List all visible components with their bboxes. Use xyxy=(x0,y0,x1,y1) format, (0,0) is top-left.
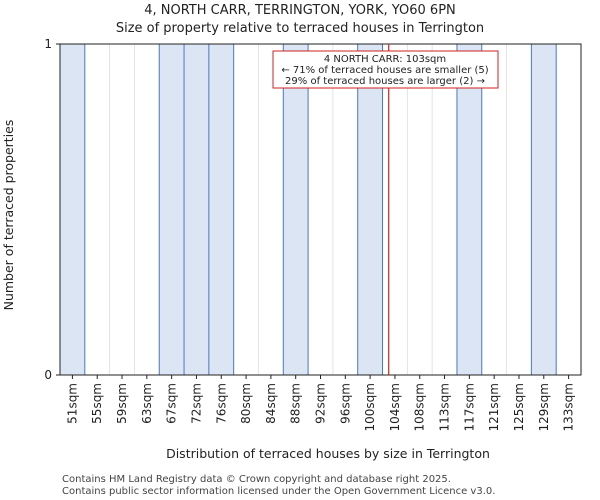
x-tick-label: 51sqm xyxy=(65,383,79,424)
x-tick-label: 55sqm xyxy=(90,383,104,424)
x-tick-label: 72sqm xyxy=(189,383,203,424)
x-tick-label: 129sqm xyxy=(537,383,551,431)
bar-76sqm xyxy=(208,44,234,375)
x-tick-label: 59sqm xyxy=(115,383,129,424)
y-tick-label: 1 xyxy=(44,37,52,51)
bar-51sqm xyxy=(60,44,85,375)
chart-subtitle: Size of property relative to terraced ho… xyxy=(116,21,484,36)
footer-line-1: Contains HM Land Registry data © Crown c… xyxy=(62,474,451,485)
x-tick-label: 80sqm xyxy=(239,383,253,424)
x-ticks: 51sqm 55sqm 59sqm 63sqm 67sqm 72sqm 76sqm 80sqm… xyxy=(65,375,576,431)
bar-100sqm xyxy=(357,44,383,375)
x-tick-label: 125sqm xyxy=(512,383,526,431)
bar-129sqm xyxy=(531,44,557,375)
x-tick-label: 96sqm xyxy=(338,383,352,424)
x-tick-label: 67sqm xyxy=(165,383,179,424)
x-tick-label: 121sqm xyxy=(487,383,501,431)
annotation-line-1: 4 NORTH CARR: 103sqm xyxy=(324,54,446,65)
x-tick-label: 63sqm xyxy=(140,383,154,424)
bar-72sqm xyxy=(184,44,209,375)
x-tick-label: 92sqm xyxy=(314,383,328,424)
annotation-line-3: 29% of terraced houses are larger (2) → xyxy=(285,76,485,87)
x-tick-label: 108sqm xyxy=(413,383,427,431)
x-tick-label: 113sqm xyxy=(438,383,452,431)
y-ticks: 01 xyxy=(44,37,60,382)
bars-layer xyxy=(60,44,557,375)
annotation-frame xyxy=(272,50,499,89)
y-tick-label: 0 xyxy=(44,368,52,382)
x-tick-label: 76sqm xyxy=(214,383,228,424)
x-axis-label: Distribution of terraced houses by size … xyxy=(166,446,490,461)
x-tick-label: 88sqm xyxy=(289,383,303,424)
x-tick-label: 84sqm xyxy=(264,383,278,424)
chart-title: 4, NORTH CARR, TERRINGTON, YORK, YO60 6P… xyxy=(144,3,456,18)
x-tick-label: 133sqm xyxy=(562,383,576,431)
bar-88sqm xyxy=(283,44,309,375)
annotation-line-2: ← 71% of terraced houses are smaller (5) xyxy=(281,65,488,76)
bar-67sqm xyxy=(159,44,185,375)
y-axis-label: Number of terraced properties xyxy=(1,120,16,311)
footer-line-2: Contains public sector information licen… xyxy=(62,486,495,497)
x-tick-label: 117sqm xyxy=(462,383,476,431)
plot-frame xyxy=(59,43,582,376)
x-tick-label: 100sqm xyxy=(363,383,377,431)
annotation-box: 4 NORTH CARR: 103sqm ← 71% of terraced h… xyxy=(272,50,499,89)
x-tick-label: 104sqm xyxy=(388,383,402,431)
bar-117sqm xyxy=(456,44,482,375)
